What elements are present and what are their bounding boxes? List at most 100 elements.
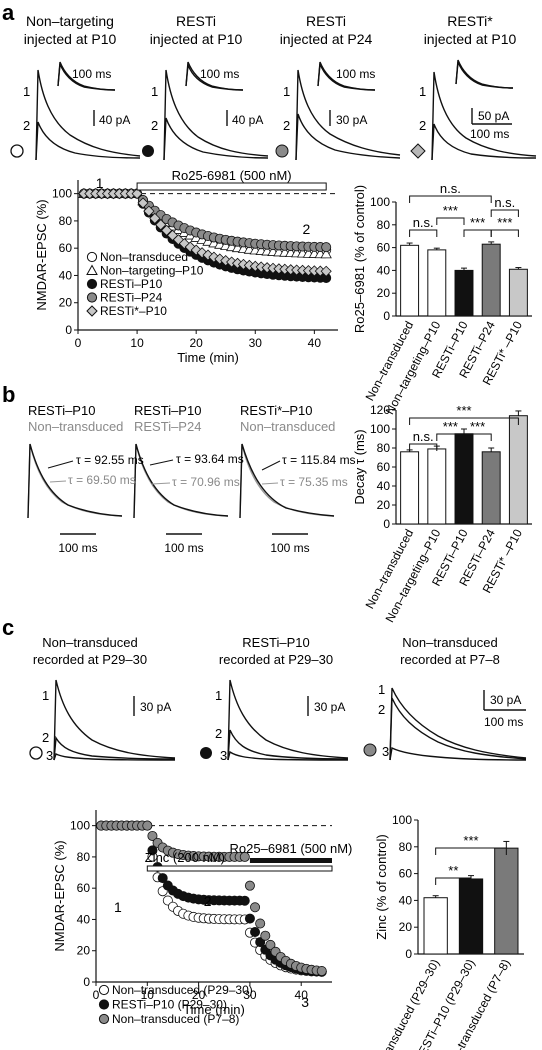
a-bar-sig-label-0: n.s. xyxy=(413,215,434,230)
c-t3-label3: 3 xyxy=(382,744,389,759)
b-tau1-black: τ = 92.55 ms xyxy=(76,453,144,467)
a-time-s4-pt-11 xyxy=(137,197,149,209)
a-bar-bar-2 xyxy=(454,269,474,317)
a-bar-sig-label-1: *** xyxy=(443,203,458,218)
a-trace4-title-l2: injected at P10 xyxy=(424,31,517,47)
c-time-xtick-label-2: 20 xyxy=(192,988,206,1002)
a-trace3-title-l2: injected at P24 xyxy=(280,31,373,47)
a-marker-non-targeting xyxy=(10,144,24,158)
a-time-legend-label-3: RESTi–P24 xyxy=(100,291,163,305)
a-inset1-b xyxy=(57,63,116,91)
a-bar-sig-label-3: *** xyxy=(497,215,512,230)
c-scale2-amp: 30 pA xyxy=(314,700,345,714)
c-time-ytick-label-3: 60 xyxy=(77,881,91,895)
b-bar-sig-bracket-0 xyxy=(409,443,438,451)
c-time-legend-marker-1 xyxy=(98,999,110,1010)
a-time-ytick-label-5: 100 xyxy=(52,187,72,201)
c-time-s2-pt-10 xyxy=(142,820,153,831)
c-time-xtick-label-3: 30 xyxy=(243,988,257,1002)
c-time-xtick-label-4: 40 xyxy=(295,988,309,1002)
a-bar-ytick-label-3: 60 xyxy=(377,241,391,255)
a-time-s4-pt-19 xyxy=(184,241,196,253)
a-trace3-label2: 2 xyxy=(283,118,290,133)
a-bar-ytick-label-2: 40 xyxy=(377,263,391,277)
a-bar-ytick-label-0: 0 xyxy=(383,309,390,323)
a-bar-sig-bracket-2 xyxy=(463,229,492,237)
c-t3-label1: 1 xyxy=(378,682,385,697)
c-bar-ytick-label-1: 20 xyxy=(399,920,413,934)
a-bar-ytick-label-1: 20 xyxy=(377,286,391,300)
a-time-legend-label-1: Non–targeting–P10 xyxy=(100,264,204,278)
c-time-s1-pt-13 xyxy=(157,873,168,884)
b-bar-ylabel: Decay τ (ms) xyxy=(352,429,367,504)
c-time-ytick-label-5: 100 xyxy=(70,819,90,833)
a-trace1-title-l2: injected at P10 xyxy=(24,31,117,47)
c-time-s2-pt-30 xyxy=(244,880,255,891)
b-trace1-title: RESTi–P10 xyxy=(28,403,95,418)
c-scale3-amp: 30 pA xyxy=(490,693,521,707)
c-time-s2-pt-34 xyxy=(265,939,276,950)
c-bar-sig-bracket-1 xyxy=(435,847,507,855)
a-time-course-chart: 0 20 40 60 80 100 0 10 20 30 40 Time (min) NMDAR-EPS… xyxy=(34,168,338,365)
c-time-s1-pt-30 xyxy=(244,913,255,924)
c-time-drug1-bar xyxy=(249,858,332,863)
c-time-ytick-label-1: 20 xyxy=(77,944,91,958)
a-time-ytick-label-1: 20 xyxy=(59,296,73,310)
a-time-ytick-label-4: 80 xyxy=(59,214,73,228)
c-t1-label2: 2 xyxy=(42,730,49,745)
c-time-ytick-label-4: 80 xyxy=(77,850,91,864)
a-time-s1-pt-42 xyxy=(320,248,332,259)
a-trace-group-2 xyxy=(163,61,269,161)
c-time-s1-pt-11 xyxy=(147,845,158,856)
a-time-annot-2: 2 xyxy=(303,221,311,237)
c-bar-bar-1 xyxy=(458,878,484,955)
c-t2-label2: 2 xyxy=(215,726,222,741)
c-bar-bar-2 xyxy=(494,847,519,955)
a-bar-sig-label-4: n.s. xyxy=(440,181,461,196)
a-time-drug-bar xyxy=(136,182,327,191)
b-trace2-title: RESTi–P10 xyxy=(134,403,201,418)
a-trace2-label1: 1 xyxy=(151,84,158,99)
a-time-legend-label-0: Non–transduced xyxy=(100,250,188,264)
c-time-drug2-bar xyxy=(146,865,333,872)
b-trace-group: RESTi–P10 Non–transduced RESTi–P10 RESTi… xyxy=(27,403,356,555)
c-t1-label1: 1 xyxy=(42,688,49,703)
a-time-s4-pt-22 xyxy=(202,249,214,261)
c-bar-ytick-label-3: 60 xyxy=(399,867,413,881)
a-time-s4-pt-21 xyxy=(196,247,208,259)
a-time-s4-pt-18 xyxy=(178,238,190,250)
c-time-course-chart: 0 20 40 60 80 100 0 10 20 30 40 Time (min) NMDAR-EPS… xyxy=(52,810,352,1026)
c-time-xtick-label-0: 0 xyxy=(93,988,100,1002)
a-time-xtick-label-0: 0 xyxy=(75,336,82,350)
c-bar-ytick-label-0: 0 xyxy=(405,947,412,961)
a-time-xlabel: Time (min) xyxy=(177,350,239,365)
a-bar-bar-3 xyxy=(481,243,501,317)
b-bar-sig-label-3: *** xyxy=(456,403,471,418)
a-bar-bar-4 xyxy=(508,268,528,317)
c-trace-group: Non–transduced recorded at P29–30 RESTi–… xyxy=(29,635,527,763)
b-bar-ytick-label-3: 60 xyxy=(377,460,391,474)
a-marker-resti-p10 xyxy=(142,145,154,157)
c-bar-ytick-label-2: 40 xyxy=(399,893,413,907)
a-trace1-label2: 2 xyxy=(23,118,30,133)
b-trace1-subtitle: Non–transduced xyxy=(28,419,123,434)
a-time-legend-marker-1 xyxy=(86,264,98,275)
b-bar-ytick-label-5: 100 xyxy=(370,422,390,436)
a-time-ytick-label-0: 0 xyxy=(65,323,72,337)
a-scale4-amp: 50 pA xyxy=(478,109,509,123)
b-bar-sig-bracket-2 xyxy=(463,433,492,441)
b-bar-bar-2 xyxy=(454,433,474,525)
c-time-legend-marker-0 xyxy=(98,984,110,996)
panel-letter-b: b xyxy=(2,382,15,407)
b-bar-sig-label-2: *** xyxy=(470,419,485,434)
a-time-annot-1: 1 xyxy=(96,175,104,191)
a-trace2-label2: 2 xyxy=(151,118,158,133)
c-time-drug2-label: Zinc (200 nM) xyxy=(145,850,225,865)
a-time-ytick-label-3: 60 xyxy=(59,241,73,255)
a-time-ylabel: NMDAR-EPSC (%) xyxy=(34,199,49,310)
a-trace-group-4 xyxy=(431,59,537,161)
b-scale3: 100 ms xyxy=(270,541,309,555)
c-time-ylabel: NMDAR-EPSC (%) xyxy=(52,840,67,951)
